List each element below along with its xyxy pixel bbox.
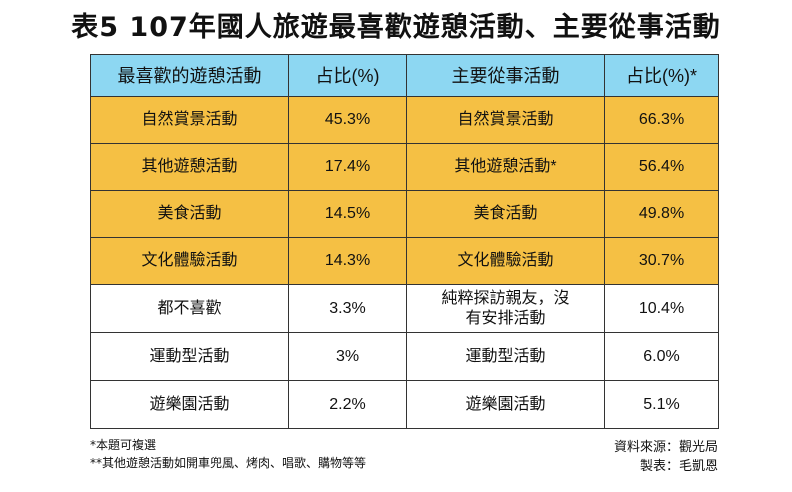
table-row: 自然賞景活動 45.3% 自然賞景活動 66.3% [90, 96, 719, 144]
favorite-activity-cell: 美食活動 [90, 190, 289, 238]
main-share-cell: 10.4% [604, 284, 719, 333]
favorite-activity-cell: 文化體驗活動 [90, 237, 289, 285]
page-title: 表5 107年國人旅遊最喜歡遊憩活動、主要從事活動 [71, 12, 721, 43]
footnote-multiple-choice: *本題可複選 [90, 438, 157, 452]
table-row: 其他遊憩活動 17.4% 其他遊憩活動* 56.4% [90, 143, 719, 191]
main-share-cell: 30.7% [604, 237, 719, 285]
table-row: 美食活動 14.5% 美食活動 49.8% [90, 190, 719, 238]
main-activity-cell: 運動型活動 [406, 332, 605, 381]
favorite-share-cell: 2.2% [288, 380, 407, 429]
favorite-share-cell: 45.3% [288, 96, 407, 144]
header-main-activity: 主要從事活動 [406, 54, 605, 97]
main-share-cell: 56.4% [604, 143, 719, 191]
favorite-activity-cell: 運動型活動 [90, 332, 289, 381]
favorite-share-cell: 14.5% [288, 190, 407, 238]
main-activity-cell: 其他遊憩活動* [406, 143, 605, 191]
data-source: 資料來源：觀光局 [613, 440, 718, 455]
main-share-cell: 6.0% [604, 332, 719, 381]
main-share-cell: 5.1% [604, 380, 719, 429]
favorite-activity-cell: 都不喜歡 [90, 284, 289, 333]
favorite-activity-cell: 自然賞景活動 [90, 96, 289, 144]
table-row: 文化體驗活動 14.3% 文化體驗活動 30.7% [90, 237, 719, 285]
main-activity-cell: 遊樂園活動 [406, 380, 605, 429]
main-activity-cell: 文化體驗活動 [406, 237, 605, 285]
header-main-share: 占比(%)* [604, 54, 719, 97]
favorite-share-cell: 17.4% [288, 143, 407, 191]
favorite-activity-cell: 遊樂園活動 [90, 380, 289, 429]
table-row: 都不喜歡 3.3% 純粹探訪親友，沒有安排活動 10.4% [90, 284, 719, 333]
main-activity-cell: 純粹探訪親友，沒有安排活動 [406, 284, 605, 333]
favorite-share-cell: 3.3% [288, 284, 407, 333]
main-share-cell: 66.3% [604, 96, 719, 144]
footnote-other-activities: **其他遊憩活動如開車兜風、烤肉、唱歌、購物等等 [90, 456, 367, 470]
header-row: 最喜歡的遊憩活動 占比(%) 主要從事活動 占比(%)* [90, 54, 719, 97]
activity-table: 最喜歡的遊憩活動 占比(%) 主要從事活動 占比(%)* 自然賞景活動 45.3… [90, 54, 719, 429]
header-favorite-activity: 最喜歡的遊憩活動 [90, 54, 289, 97]
header-favorite-share: 占比(%) [288, 54, 407, 97]
main-activity-cell: 自然賞景活動 [406, 96, 605, 144]
favorite-share-cell: 14.3% [288, 237, 407, 285]
main-activity-cell: 美食活動 [406, 190, 605, 238]
table-author: 製表：毛凱恩 [639, 459, 718, 474]
favorite-share-cell: 3% [288, 332, 407, 381]
favorite-activity-cell: 其他遊憩活動 [90, 143, 289, 191]
main-share-cell: 49.8% [604, 190, 719, 238]
table-row: 遊樂園活動 2.2% 遊樂園活動 5.1% [90, 380, 719, 429]
table-row: 運動型活動 3% 運動型活動 6.0% [90, 332, 719, 381]
